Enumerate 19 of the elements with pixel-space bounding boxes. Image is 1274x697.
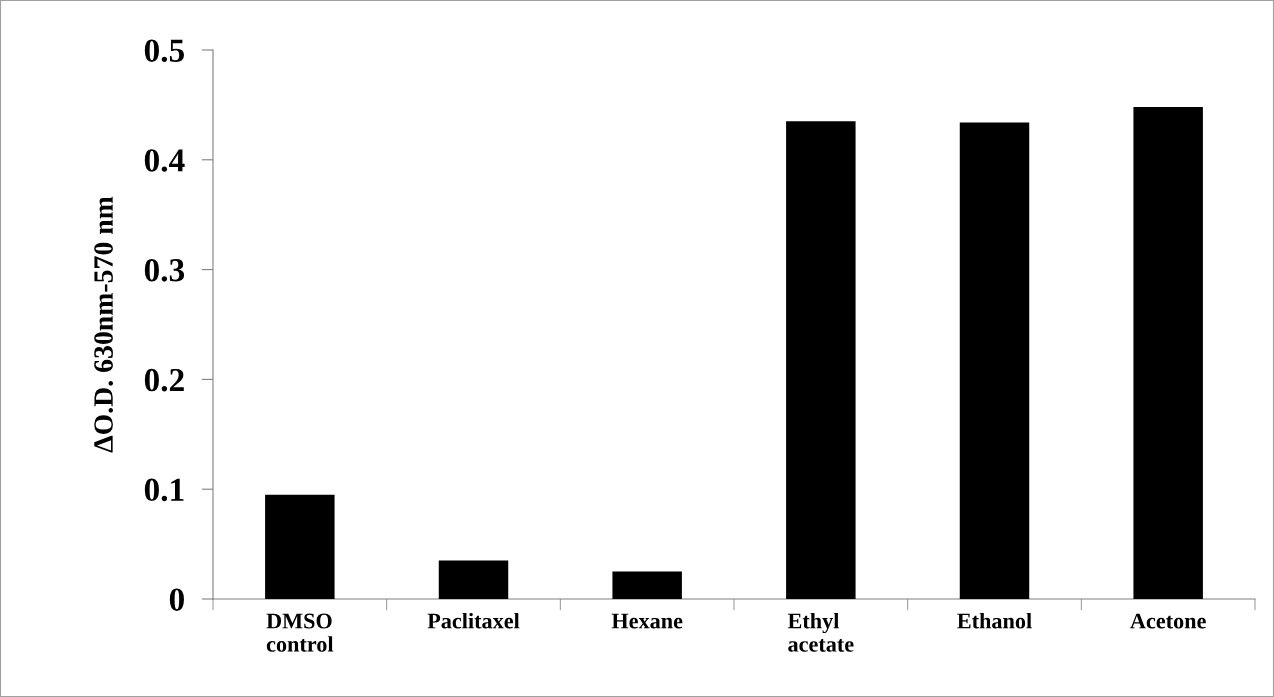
x-tick-label: Ethyl acetate bbox=[787, 612, 854, 652]
y-tick-label: 0.3 bbox=[144, 259, 185, 282]
x-tick-label: DMSO control bbox=[266, 613, 334, 652]
bar bbox=[438, 560, 509, 599]
x-tick-label: Acetone bbox=[1130, 613, 1206, 629]
x-tick-label: Ethanol bbox=[957, 612, 1032, 629]
bar bbox=[959, 122, 1030, 599]
bar bbox=[786, 121, 856, 599]
bar bbox=[1133, 107, 1203, 599]
x-tick-label: Hexane bbox=[611, 613, 683, 629]
y-tick-label: 0.1 bbox=[144, 478, 184, 502]
y-tick-label: 0.2 bbox=[144, 368, 184, 392]
y-axis-title: ΔO.D. 630nm-570 nm bbox=[94, 196, 114, 453]
x-tick-label: Paclitaxel bbox=[427, 612, 520, 629]
bar bbox=[265, 494, 335, 599]
y-tick-label: 0.4 bbox=[144, 149, 185, 172]
bar bbox=[612, 571, 682, 599]
y-tick-label: 0.5 bbox=[144, 39, 184, 63]
y-tick-label: 0 bbox=[169, 588, 184, 611]
